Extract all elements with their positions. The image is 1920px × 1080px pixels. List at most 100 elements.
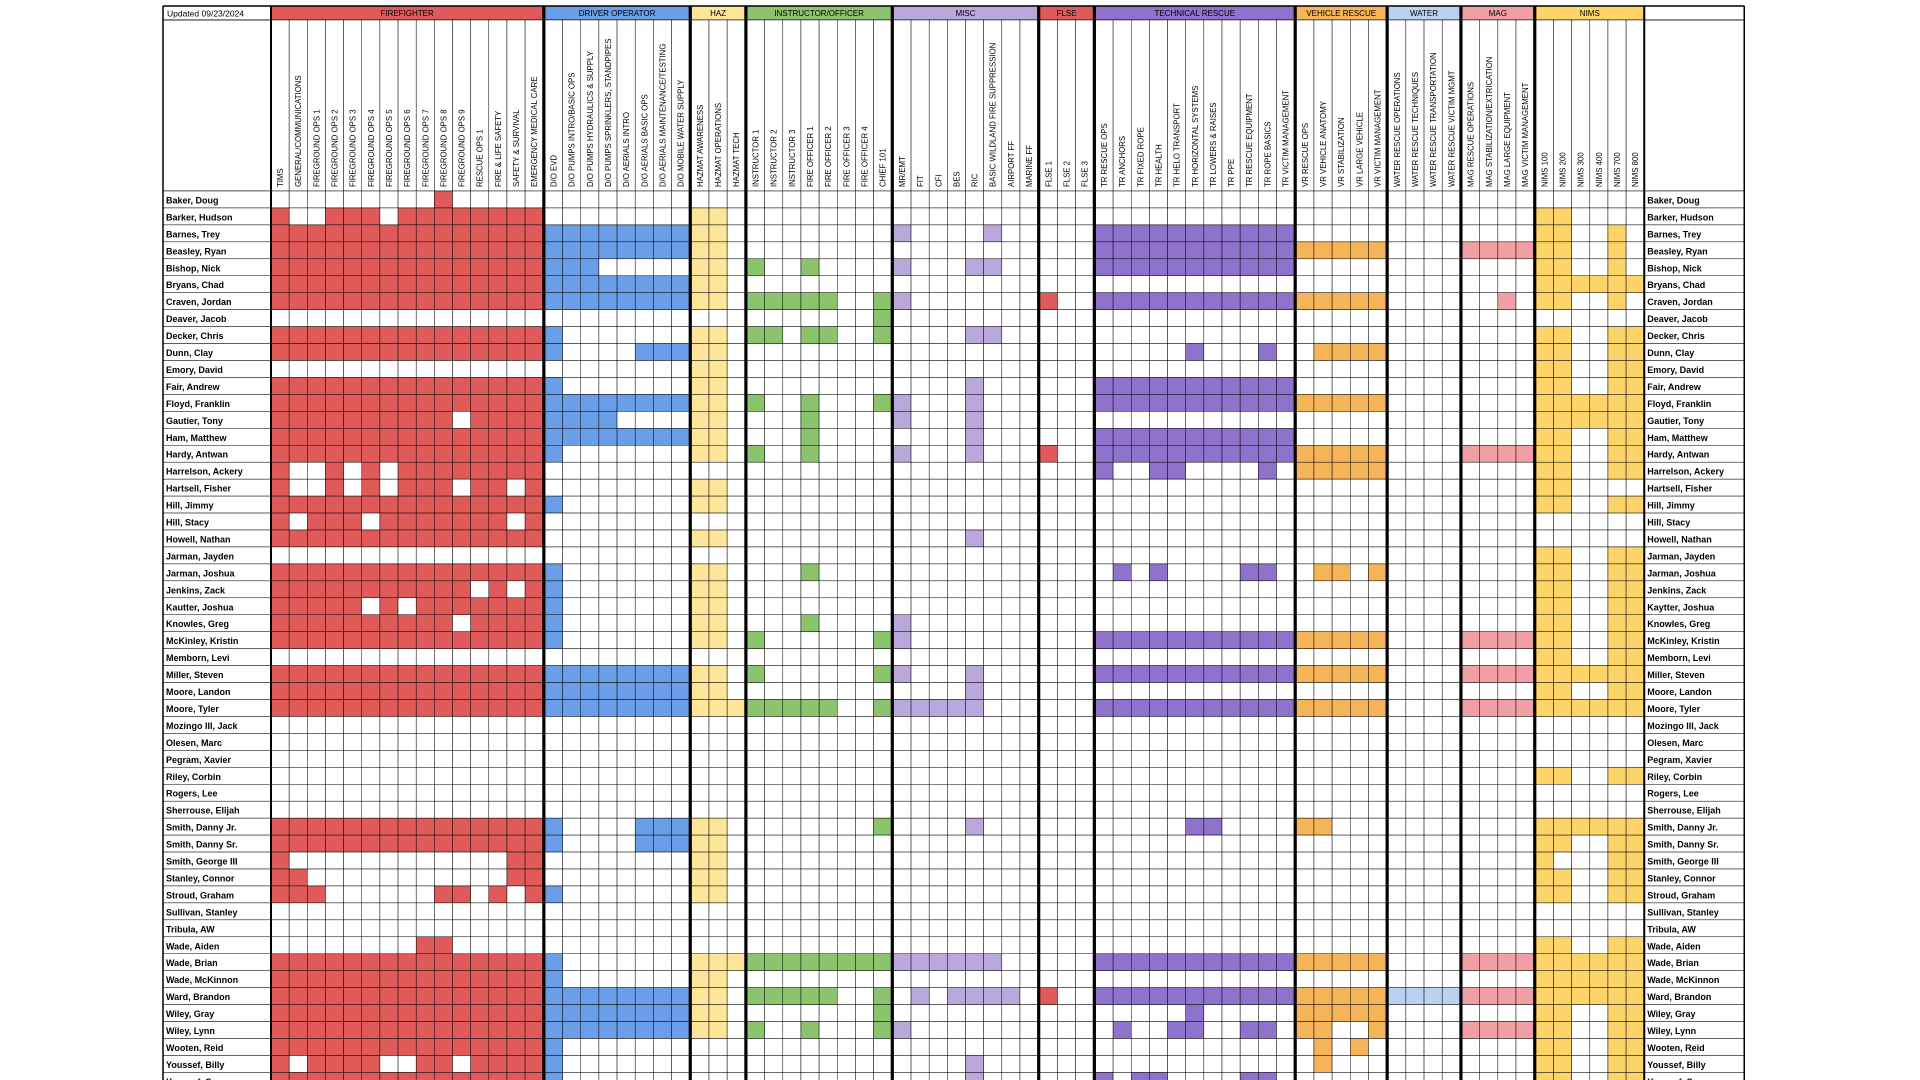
empty-cell [343,936,363,954]
completed-cell [270,377,290,395]
empty-cell [910,580,930,599]
empty-cell [415,767,435,785]
empty-cell [634,800,654,819]
completed-cell [361,1021,381,1039]
empty-cell [764,648,784,666]
completed-cell [452,817,471,836]
empty-cell [726,411,746,429]
empty-cell [1497,190,1517,209]
empty-cell [1057,614,1076,632]
empty-cell [1405,631,1425,649]
completed-cell [288,665,308,683]
empty-cell [634,478,654,497]
completed-cell [379,377,399,395]
completed-cell [270,817,290,836]
empty-cell [1131,919,1150,938]
empty-cell [634,563,654,582]
empty-cell [506,750,526,768]
completed-cell [343,682,363,700]
empty-cell [983,817,1003,836]
empty-cell [1019,461,1039,480]
empty-cell [1350,275,1369,293]
empty-cell [1479,529,1499,548]
completed-cell [1203,258,1223,276]
empty-cell [1239,597,1259,615]
completed-cell [873,699,892,717]
empty-cell [1001,716,1021,734]
empty-cell [415,851,435,870]
empty-cell [470,851,490,870]
empty-cell [325,767,344,785]
completed-cell [873,817,892,836]
empty-cell [1350,478,1369,497]
empty-cell [1019,1072,1039,1080]
empty-cell [616,868,636,887]
empty-cell [1001,800,1021,819]
empty-cell [452,309,471,327]
empty-cell [653,597,672,615]
completed-cell [580,275,600,293]
empty-cell [800,834,820,853]
empty-cell [818,597,838,615]
completed-cell [307,631,326,649]
empty-cell [910,461,930,480]
empty-cell [671,546,690,565]
empty-cell [928,292,948,310]
empty-cell [764,343,784,361]
completed-cell [544,445,563,463]
empty-cell [580,953,600,971]
completed-cell [746,326,765,344]
empty-cell [1387,275,1407,293]
empty-cell [1405,207,1425,226]
empty-cell [708,546,728,565]
empty-cell [1515,580,1535,599]
empty-cell [1625,919,1645,938]
empty-cell [928,631,948,649]
completed-cell [434,970,453,988]
completed-cell [1461,699,1480,717]
empty-cell [1221,309,1241,327]
empty-cell [1039,716,1058,734]
empty-cell [1131,580,1150,599]
empty-cell [1112,343,1132,361]
empty-cell [1313,428,1333,446]
completed-cell [1461,953,1480,971]
empty-cell [562,750,581,768]
completed-cell [452,1004,471,1022]
empty-cell [1075,885,1094,904]
completed-cell [379,682,399,700]
completed-cell [506,1038,526,1056]
empty-cell [1057,970,1076,988]
empty-cell [1589,614,1609,632]
completed-cell [671,817,690,836]
completed-cell [690,343,710,361]
empty-cell [1313,580,1333,599]
completed-cell [288,682,308,700]
empty-cell [892,529,912,548]
empty-cell [1001,258,1021,276]
empty-cell [1387,648,1407,666]
completed-cell [470,478,490,497]
empty-cell [1423,834,1443,853]
empty-cell [1479,767,1499,785]
completed-cell [1553,970,1572,988]
completed-cell [1589,394,1609,412]
empty-cell [1001,478,1021,497]
empty-cell [580,767,600,785]
empty-cell [1387,800,1407,819]
empty-cell [910,885,930,904]
empty-cell [1313,377,1333,395]
empty-cell [855,241,874,260]
empty-cell [1423,800,1443,819]
empty-cell [818,682,838,700]
empty-cell [947,817,966,836]
person-name-right: Moore, Landon [1647,687,1712,697]
completed-cell [1258,445,1277,463]
completed-cell [288,614,308,632]
empty-cell [1589,377,1609,395]
completed-cell [1112,394,1132,412]
empty-cell [1535,512,1554,531]
completed-cell [1405,987,1425,1005]
completed-cell [343,1021,363,1039]
empty-cell [1203,343,1223,361]
